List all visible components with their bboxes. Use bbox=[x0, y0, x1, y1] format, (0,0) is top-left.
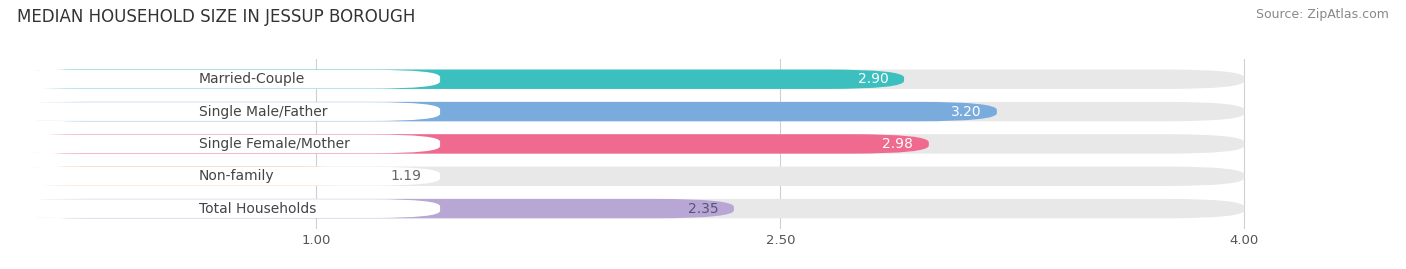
FancyBboxPatch shape bbox=[0, 167, 440, 186]
Text: Source: ZipAtlas.com: Source: ZipAtlas.com bbox=[1256, 8, 1389, 21]
Text: MEDIAN HOUSEHOLD SIZE IN JESSUP BOROUGH: MEDIAN HOUSEHOLD SIZE IN JESSUP BOROUGH bbox=[17, 8, 415, 26]
Text: Single Female/Mother: Single Female/Mother bbox=[198, 137, 350, 151]
FancyBboxPatch shape bbox=[7, 69, 904, 89]
FancyBboxPatch shape bbox=[7, 69, 1244, 89]
FancyBboxPatch shape bbox=[7, 199, 734, 218]
Text: Non-family: Non-family bbox=[198, 169, 274, 183]
Text: Total Households: Total Households bbox=[198, 201, 316, 215]
FancyBboxPatch shape bbox=[0, 70, 440, 89]
FancyBboxPatch shape bbox=[7, 102, 997, 121]
Text: 3.20: 3.20 bbox=[950, 105, 981, 119]
Text: 1.19: 1.19 bbox=[391, 169, 422, 183]
Text: 2.35: 2.35 bbox=[688, 201, 718, 215]
FancyBboxPatch shape bbox=[7, 199, 1244, 218]
FancyBboxPatch shape bbox=[7, 102, 1244, 121]
Text: Single Male/Father: Single Male/Father bbox=[198, 105, 328, 119]
Text: 2.98: 2.98 bbox=[883, 137, 914, 151]
FancyBboxPatch shape bbox=[0, 134, 440, 153]
FancyBboxPatch shape bbox=[7, 167, 375, 186]
FancyBboxPatch shape bbox=[7, 134, 929, 154]
FancyBboxPatch shape bbox=[7, 134, 1244, 154]
FancyBboxPatch shape bbox=[7, 167, 1244, 186]
FancyBboxPatch shape bbox=[0, 199, 440, 218]
FancyBboxPatch shape bbox=[0, 102, 440, 121]
Text: 2.90: 2.90 bbox=[858, 72, 889, 86]
Text: Married-Couple: Married-Couple bbox=[198, 72, 305, 86]
